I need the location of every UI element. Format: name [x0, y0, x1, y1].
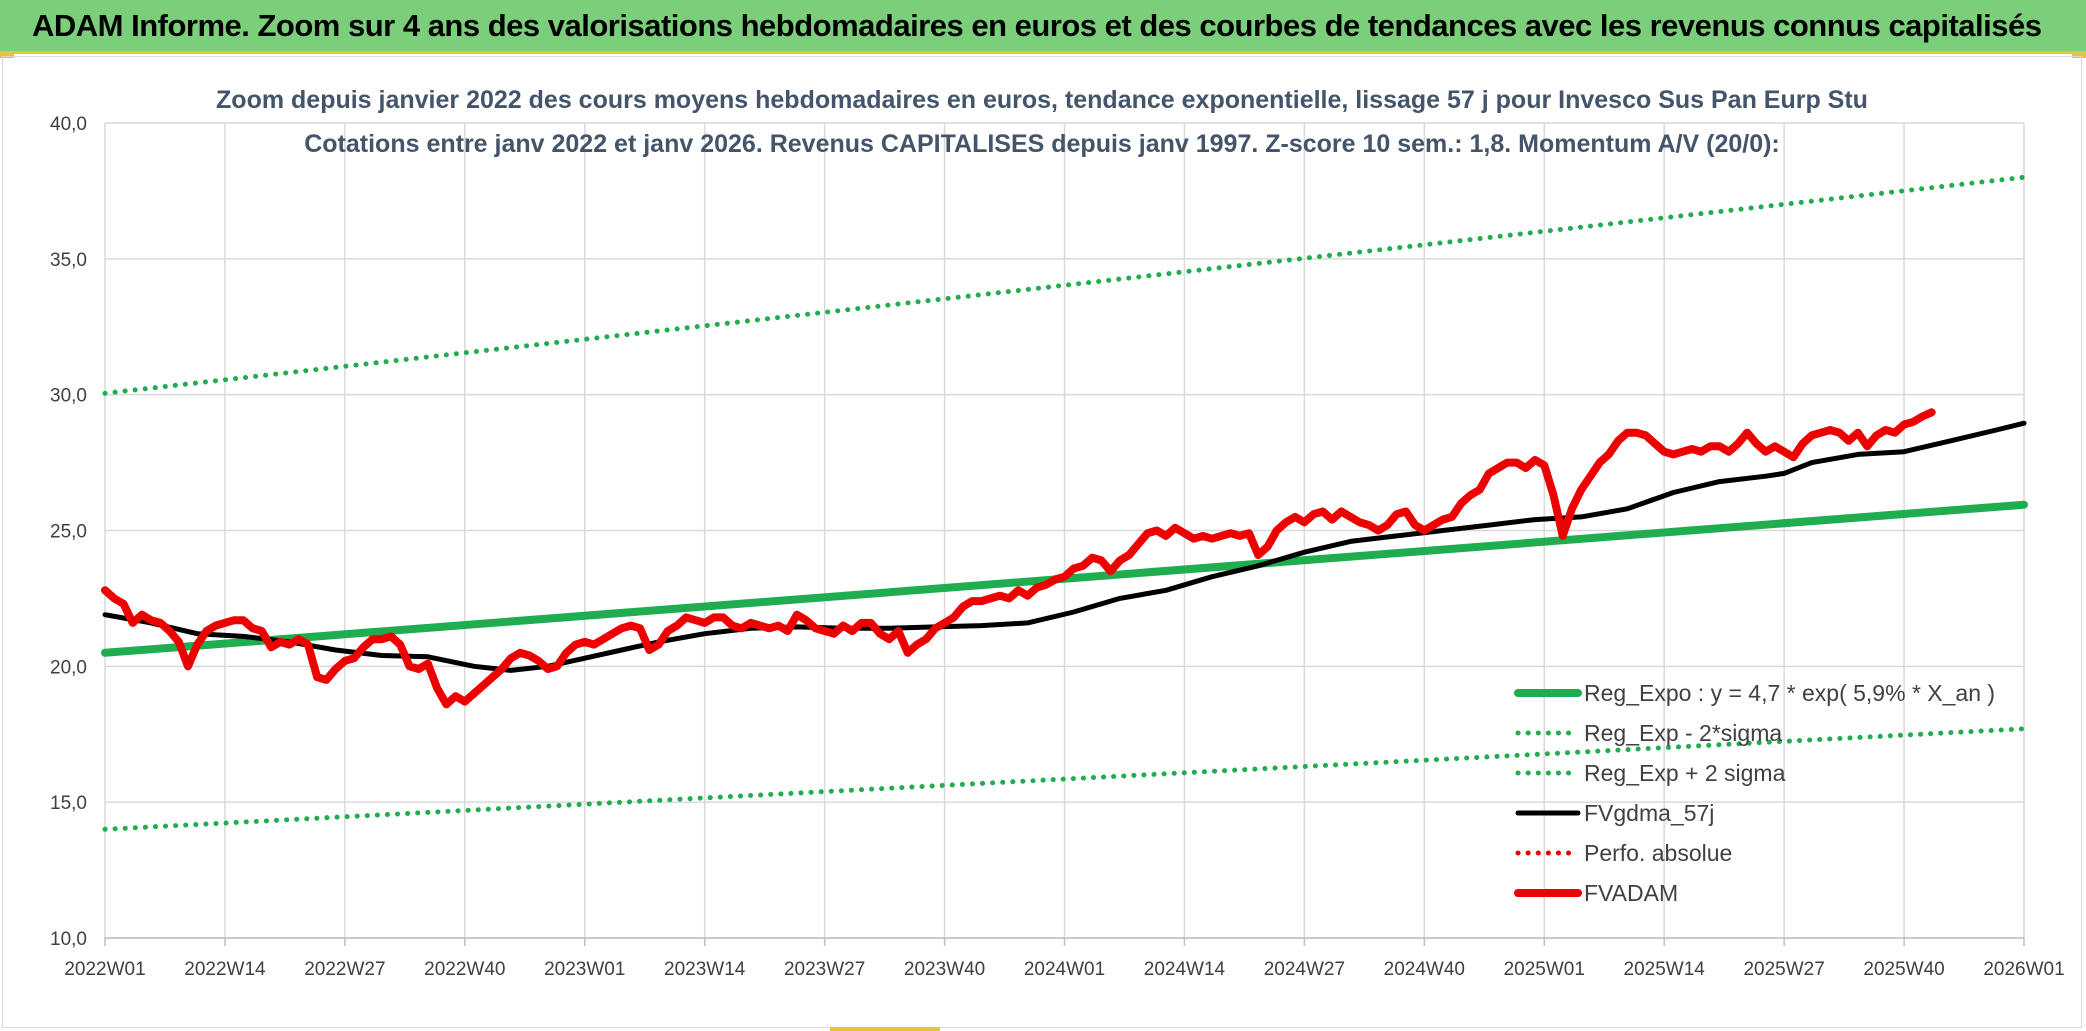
legend-label: Reg_Expo : y = 4,7 * exp( 5,9% * X_an ): [1584, 680, 1995, 706]
x-tick-label: 2024W01: [1024, 959, 1105, 980]
gridlines: [104, 122, 2025, 946]
x-tick-label: 2024W14: [1144, 959, 1226, 980]
y-tick-label: 35,0: [50, 250, 87, 271]
series-line-fvadam: [101, 408, 1936, 709]
x-axis-ticks: 2022W01 2022W14 2022W27 2022W40 2023W01 2023W…: [64, 959, 2064, 980]
x-tick-label: 2025W27: [1743, 959, 1824, 980]
x-tick-label: 2022W27: [304, 959, 385, 980]
bottom-accent: [830, 1027, 940, 1031]
y-tick-label: 15,0: [50, 793, 87, 814]
x-tick-label: 2025W01: [1504, 959, 1585, 980]
legend-label: FVgdma_57j: [1584, 800, 1714, 826]
series-line-reg-exp-2-sigma: [102, 174, 2027, 396]
series-lines: [101, 174, 2028, 832]
chart-title: Zoom depuis janvier 2022 des cours moyen…: [216, 86, 1868, 114]
x-tick-label: 2025W40: [1863, 959, 1944, 980]
x-tick-label: 2022W01: [64, 959, 145, 980]
chart-legend: Reg_Expo : y = 4,7 * exp( 5,9% * X_an ) R…: [1514, 680, 1995, 906]
report-title: ADAM Informe. Zoom sur 4 ans des valoris…: [32, 8, 2042, 43]
y-tick-label: 10,0: [50, 929, 87, 950]
chart-frame: [2, 56, 2082, 1028]
legend-label: Reg_Exp - 2*sigma: [1584, 720, 1782, 746]
legend-label: FVADAM: [1584, 880, 1678, 906]
y-tick-label: 25,0: [50, 522, 87, 543]
x-tick-label: 2023W27: [784, 959, 865, 980]
x-tick-label: 2024W40: [1384, 959, 1465, 980]
x-tick-label: 2023W14: [664, 959, 746, 980]
report-banner: ADAM Informe. Zoom sur 4 ans des valoris…: [0, 0, 2086, 54]
x-tick-label: 2023W40: [904, 959, 985, 980]
legend-label: Reg_Exp + 2 sigma: [1584, 760, 1786, 786]
x-tick-label: 2024W27: [1264, 959, 1345, 980]
y-axis-ticks: 10,0 15,0 20,0 25,0 30,0 35,0 40,0: [50, 114, 87, 950]
x-tick-label: 2025W14: [1624, 959, 1706, 980]
y-tick-label: 30,0: [50, 386, 87, 407]
x-tick-label: 2026W01: [1983, 959, 2064, 980]
x-tick-label: 2023W01: [544, 959, 625, 980]
y-tick-label: 40,0: [50, 114, 87, 135]
legend-label: Perfo. absolue: [1584, 840, 1732, 866]
series-line-reg-exp-2-sigma: [102, 726, 2027, 832]
chart-subtitle: Cotations entre janv 2022 et janv 2026. …: [304, 130, 1780, 158]
x-tick-label: 2022W40: [424, 959, 505, 980]
y-tick-label: 20,0: [50, 657, 87, 678]
series-line-fvgdma-57j: [102, 420, 2027, 673]
x-tick-label: 2022W14: [184, 959, 266, 980]
